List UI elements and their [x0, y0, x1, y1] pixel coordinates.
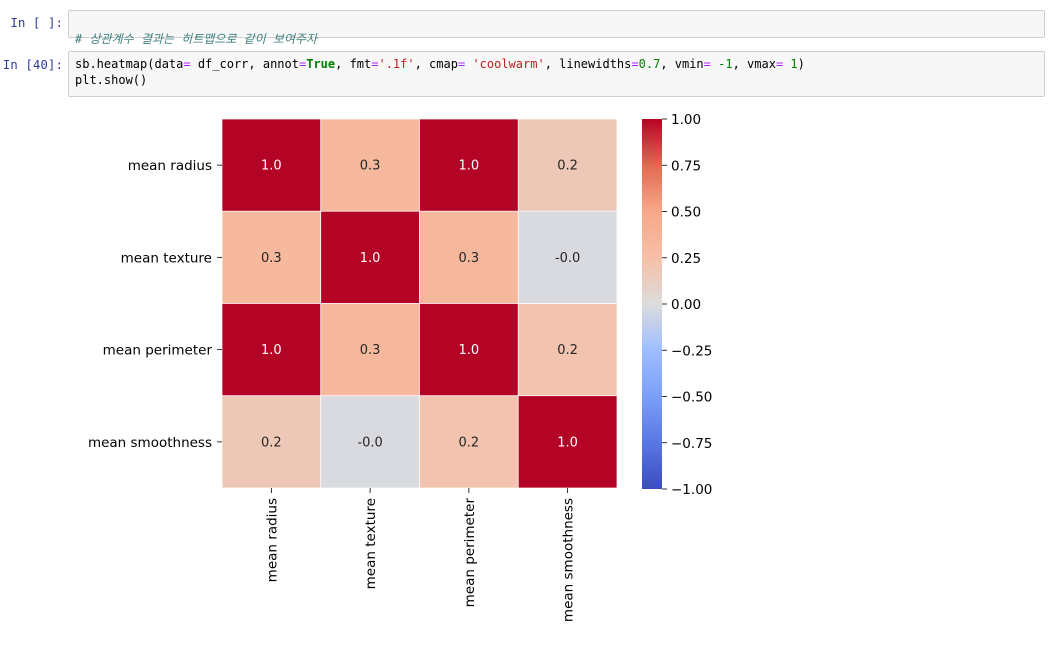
- colorbar-ticks: 1.00 0.75 0.50 0.25 0.00 −0.25 −0.50 −0.75 −1.00: [662, 112, 712, 498]
- cell-annotation: 0.3: [261, 251, 282, 266]
- markdown-cell-input[interactable]: # 상관계수 결과는 히트맵으로 같이 보여주자: [68, 10, 1045, 46]
- cell-annotation: 1.0: [360, 251, 381, 266]
- heatmap-cell: [320, 303, 420, 397]
- x-axis: mean radius mean texture mean perimeter mea…: [264, 488, 577, 622]
- colorbar-tick-label: −0.50: [671, 390, 712, 406]
- cell-annotation: 1.0: [261, 159, 282, 174]
- cell-annotation: 1.0: [261, 343, 282, 358]
- cell-annotation: 0.2: [261, 435, 282, 450]
- y-axis: mean radius mean texture mean perimeter mea…: [88, 158, 222, 451]
- cell-annotation: 0.2: [459, 435, 480, 450]
- cell-annotation: 1.0: [459, 159, 480, 174]
- heatmap-cell: [419, 118, 519, 212]
- heatmap-cell: [419, 303, 519, 397]
- cell-annotation: -0.0: [555, 251, 580, 266]
- heatmap-cell: [419, 395, 519, 489]
- y-tick-label: mean perimeter: [103, 343, 213, 359]
- cell-annotation: 0.3: [360, 159, 381, 174]
- colorbar-tick-label: 0.00: [671, 297, 701, 313]
- colorbar-tick-label: 0.50: [671, 205, 701, 221]
- heatmap-cell: [419, 210, 519, 304]
- colorbar-tick-label: 1.00: [671, 112, 701, 128]
- cell-annotation: 0.3: [459, 251, 480, 266]
- colorbar-tick-label: 0.75: [671, 158, 701, 174]
- cell-annotation: 0.2: [557, 159, 578, 174]
- code-cell-input[interactable]: sb.heatmap(data= df_corr, annot=True, fm…: [68, 51, 1045, 97]
- heatmap-cell: [221, 395, 322, 489]
- x-tick-label: mean radius: [264, 498, 280, 582]
- code-comment: # 상관계수 결과는 히트맵으로 같이 보여주자: [75, 32, 318, 46]
- cell-prompt-1: In [ ]:: [10, 15, 63, 30]
- cell-annotation: -0.0: [357, 435, 382, 450]
- heatmap-cell: [517, 210, 618, 304]
- y-tick-label: mean radius: [128, 158, 212, 174]
- cell-annotation: 1.0: [557, 435, 578, 450]
- y-tick-label: mean smoothness: [88, 435, 212, 451]
- colorbar: [642, 119, 662, 489]
- x-tick-label: mean perimeter: [462, 498, 478, 608]
- heatmap-cell: [517, 303, 618, 397]
- code-line-1: sb.heatmap(data= df_corr, annot=True, fm…: [75, 57, 805, 71]
- colorbar-tick-label: −1.00: [671, 482, 712, 498]
- y-tick-label: mean texture: [121, 250, 212, 266]
- cell-annotation: 0.3: [360, 343, 381, 358]
- heatmap-cells: [221, 118, 618, 489]
- cell-prompt-2: In [40]:: [2, 57, 63, 72]
- code-line-2: plt.show(): [75, 73, 148, 87]
- colorbar-tick-label: −0.75: [671, 436, 712, 452]
- heatmap-cell: [320, 118, 420, 212]
- heatmap-cell: [320, 395, 420, 489]
- colorbar-tick-label: 0.25: [671, 251, 701, 267]
- heatmap-cell: [517, 118, 618, 212]
- x-tick-label: mean texture: [363, 498, 379, 589]
- cell-annotation: 0.2: [557, 343, 578, 358]
- heatmap-cell: [221, 118, 322, 212]
- cell-annotation: 1.0: [459, 343, 480, 358]
- colorbar-tick-label: −0.25: [671, 343, 712, 359]
- x-tick-label: mean smoothness: [561, 498, 577, 622]
- heatmap-cell: [517, 395, 618, 489]
- heatmap-annotations: 1.0 0.3 1.0 0.2 0.3 1.0 0.3 -0.0 1.0 0.3 1.0 0.2 0.2…: [261, 159, 580, 451]
